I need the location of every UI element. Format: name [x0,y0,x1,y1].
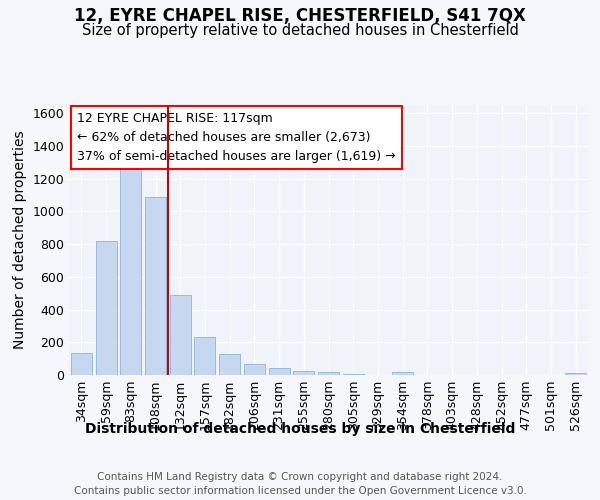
Bar [120,164,141,375]
Text: Distribution of detached houses by size in Chesterfield: Distribution of detached houses by size … [85,422,515,436]
Bar [269,368,290,375]
Bar [392,372,413,375]
Bar [244,364,265,375]
Bar [293,371,314,375]
Text: 12 EYRE CHAPEL RISE: 117sqm
← 62% of detached houses are smaller (2,673)
37% of : 12 EYRE CHAPEL RISE: 117sqm ← 62% of det… [77,112,395,163]
Bar [170,295,191,375]
Bar [219,354,240,375]
Bar [343,374,364,375]
Text: Size of property relative to detached houses in Chesterfield: Size of property relative to detached ho… [82,22,518,38]
Bar [95,241,116,375]
Bar [565,372,586,375]
Text: Contains public sector information licensed under the Open Government Licence v3: Contains public sector information licen… [74,486,526,496]
Bar [71,353,92,375]
Bar [194,336,215,375]
Bar [145,196,166,375]
Text: Contains HM Land Registry data © Crown copyright and database right 2024.: Contains HM Land Registry data © Crown c… [97,472,503,482]
Text: 12, EYRE CHAPEL RISE, CHESTERFIELD, S41 7QX: 12, EYRE CHAPEL RISE, CHESTERFIELD, S41 … [74,8,526,26]
Y-axis label: Number of detached properties: Number of detached properties [13,130,27,350]
Bar [318,372,339,375]
